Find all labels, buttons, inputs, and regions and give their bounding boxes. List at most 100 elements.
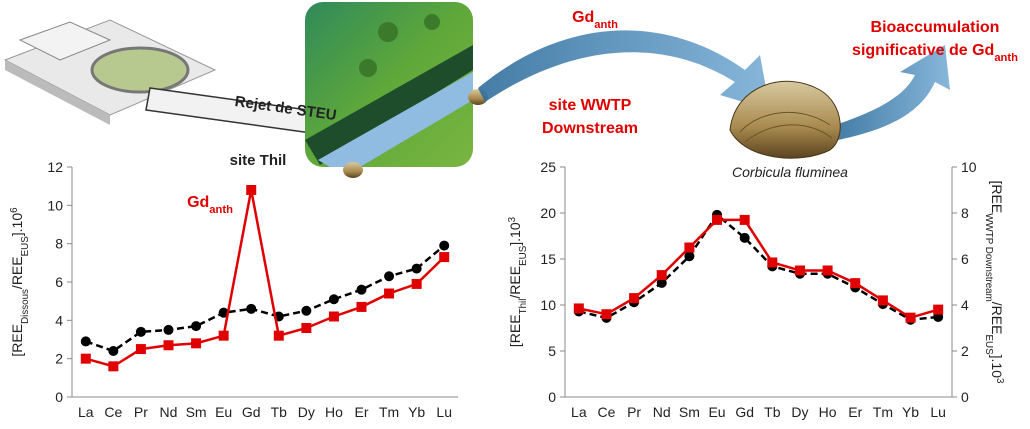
x-tick-label: Sm	[186, 404, 207, 420]
marker	[246, 303, 257, 314]
y2-axis-label-part: ].10	[989, 355, 1005, 379]
marker	[822, 265, 833, 276]
y-tick-label: 6	[55, 274, 63, 290]
y-axis-label-part: EUS	[20, 236, 31, 257]
x-tick-label: Pr	[134, 404, 148, 420]
y2-axis-label-part: WWTP Downstream	[984, 213, 995, 302]
x-tick-label: Ho	[325, 404, 343, 420]
y-tick-label: 10	[540, 297, 556, 313]
marker	[135, 326, 146, 337]
flow-arrow	[835, 45, 950, 140]
marker	[794, 265, 805, 276]
x-tick-label: Nd	[653, 404, 671, 420]
conclusion: significative de Gdanth	[852, 42, 1018, 64]
x-tick-label: Eu	[708, 404, 725, 420]
marker	[135, 344, 146, 355]
y-axis-label: [REEThil/REEEUS].103	[507, 216, 529, 347]
flow-label-part: Gd	[572, 9, 594, 26]
x-tick-label: La	[571, 404, 587, 420]
marker	[411, 278, 422, 289]
marker	[411, 263, 422, 274]
y-axis-label-part: [REE	[9, 324, 25, 357]
clam	[729, 80, 841, 159]
y-tick-label: 0	[548, 389, 556, 405]
series-line	[578, 212, 939, 322]
x-tick-label: Pr	[627, 404, 641, 420]
y-tick-label: 15	[540, 251, 556, 267]
x-tick-label: Yb	[408, 404, 425, 420]
marker	[905, 312, 916, 323]
marker	[739, 214, 750, 225]
marker	[163, 324, 174, 335]
x-tick-label: Er	[848, 404, 862, 420]
site-label: Downstream	[542, 120, 638, 137]
y-tick-label: 10	[47, 197, 63, 213]
y-tick-label: 25	[540, 159, 556, 175]
x-tick-label: Tm	[379, 404, 399, 420]
y-tick-label: 12	[47, 159, 63, 175]
y2-axis-label: [REEWWTP Downstream/REEEUS].103	[984, 181, 1006, 384]
x-tick-label: Tm	[873, 404, 893, 420]
y2-axis-label-part: EUS	[984, 334, 995, 355]
flow-arrow	[478, 30, 770, 110]
y-axis-label-part: /REE	[507, 266, 523, 299]
conclusion-part: anth	[994, 52, 1018, 64]
x-tick-label: Ho	[819, 404, 837, 420]
x-tick-label: Ce	[598, 404, 616, 420]
marker	[356, 301, 367, 312]
y-tick-label: 8	[55, 236, 63, 252]
annotation-part: anth	[209, 204, 233, 216]
x-tick-label: Er	[355, 404, 369, 420]
x-tick-label: Nd	[160, 404, 178, 420]
x-tick-label: Lu	[436, 404, 452, 420]
site-label: site Thil	[230, 152, 287, 169]
marker	[218, 307, 229, 318]
marker	[573, 303, 584, 314]
marker	[191, 321, 202, 332]
x-tick-label: La	[78, 404, 94, 420]
marker	[108, 361, 119, 372]
marker	[767, 257, 778, 268]
y2-tick-label: 4	[961, 297, 969, 313]
y2-tick-label: 6	[961, 251, 969, 267]
conclusion: Bioaccumulation	[871, 19, 1000, 36]
marker	[384, 271, 395, 282]
marker	[656, 270, 667, 281]
marker	[877, 295, 888, 306]
river-tile	[305, 2, 488, 178]
site-label: site WWTP	[549, 97, 632, 114]
marker	[191, 338, 202, 349]
x-tick-label: Dy	[791, 404, 808, 420]
y2-tick-label: 2	[961, 343, 969, 359]
conclusion-part: significative de Gd	[852, 42, 994, 59]
y-axis-label-part: 3	[507, 216, 518, 222]
y-axis-label-part: Thil	[518, 299, 529, 315]
marker	[739, 232, 750, 243]
marker	[328, 294, 339, 305]
y2-axis-label-part: /REE	[989, 302, 1005, 335]
y-axis-label-part: EUS	[518, 245, 529, 266]
marker	[439, 240, 450, 251]
marker	[218, 330, 229, 341]
y-axis-label-part: [REE	[507, 314, 523, 347]
x-tick-label: Tb	[271, 404, 288, 420]
x-tick-label: Lu	[930, 404, 946, 420]
x-tick-label: Gd	[735, 404, 754, 420]
x-tick-label: Gd	[242, 404, 261, 420]
marker	[850, 278, 861, 289]
marker	[384, 288, 395, 299]
y-tick-label: 5	[548, 343, 556, 359]
x-tick-label: Eu	[215, 404, 232, 420]
y-tick-label: 2	[55, 351, 63, 367]
x-tick-label: Tb	[764, 404, 781, 420]
marker	[246, 185, 257, 195]
x-tick-label: Dy	[298, 404, 315, 420]
y-tick-label: 4	[55, 312, 63, 328]
annotation: Gdanth	[187, 194, 233, 216]
marker	[656, 277, 667, 288]
marker	[629, 293, 640, 304]
x-tick-label: Ce	[104, 404, 122, 420]
marker	[80, 353, 91, 364]
marker	[328, 311, 339, 322]
